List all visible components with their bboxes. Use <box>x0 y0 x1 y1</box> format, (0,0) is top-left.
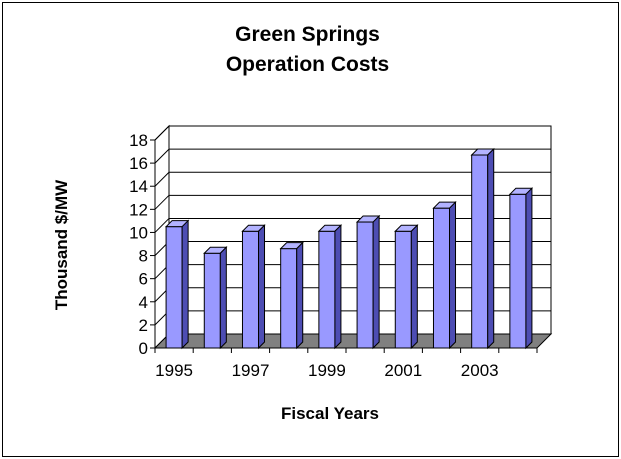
bar <box>318 230 336 349</box>
bar-side <box>334 224 342 350</box>
bar-side <box>296 241 304 350</box>
bar <box>356 221 374 349</box>
x-tick-label: 1995 <box>155 361 193 380</box>
y-tick-label: 0 <box>139 339 148 358</box>
y-tick-label: 12 <box>129 200 148 219</box>
bar-side <box>258 224 266 350</box>
gridline <box>154 125 551 141</box>
bar-side <box>372 214 380 350</box>
bar <box>280 248 298 349</box>
x-tick-label: 1999 <box>308 361 346 380</box>
bar-side <box>410 224 418 350</box>
gridline <box>154 194 551 210</box>
bar-side <box>525 187 533 350</box>
chart-title-line1: Green Springs <box>235 23 380 46</box>
x-axis-title: Fiscal Years <box>281 404 379 423</box>
bar <box>165 226 183 349</box>
y-tick-label: 4 <box>139 293 148 312</box>
y-axis-title-text: Thousand $/MW <box>52 179 71 311</box>
chart-title: Green Springs Operation Costs <box>0 20 615 80</box>
bar <box>394 230 412 349</box>
y-tick-label: 14 <box>129 177 148 196</box>
x-tick-label: 2001 <box>384 361 422 380</box>
y-tick-label: 8 <box>139 247 148 266</box>
bar <box>241 230 260 349</box>
gridline <box>154 171 551 187</box>
gridline <box>154 148 551 164</box>
y-tick-label: 6 <box>139 270 148 289</box>
bar <box>509 193 527 349</box>
bar <box>203 252 221 349</box>
x-tick-label: 1997 <box>232 361 270 380</box>
bar-side <box>449 200 457 350</box>
x-tick-label: 2003 <box>461 361 499 380</box>
bar <box>471 154 489 349</box>
y-tick-label: 10 <box>129 223 148 242</box>
bar-side <box>181 219 189 350</box>
bar-side <box>219 246 227 350</box>
bar <box>432 207 451 349</box>
y-tick-label: 2 <box>139 316 148 335</box>
bar-side <box>487 147 495 350</box>
y-tick-label: 18 <box>129 131 148 150</box>
y-tick-label: 16 <box>129 154 148 173</box>
gridline <box>154 217 551 233</box>
chart-title-line2: Operation Costs <box>225 53 390 76</box>
